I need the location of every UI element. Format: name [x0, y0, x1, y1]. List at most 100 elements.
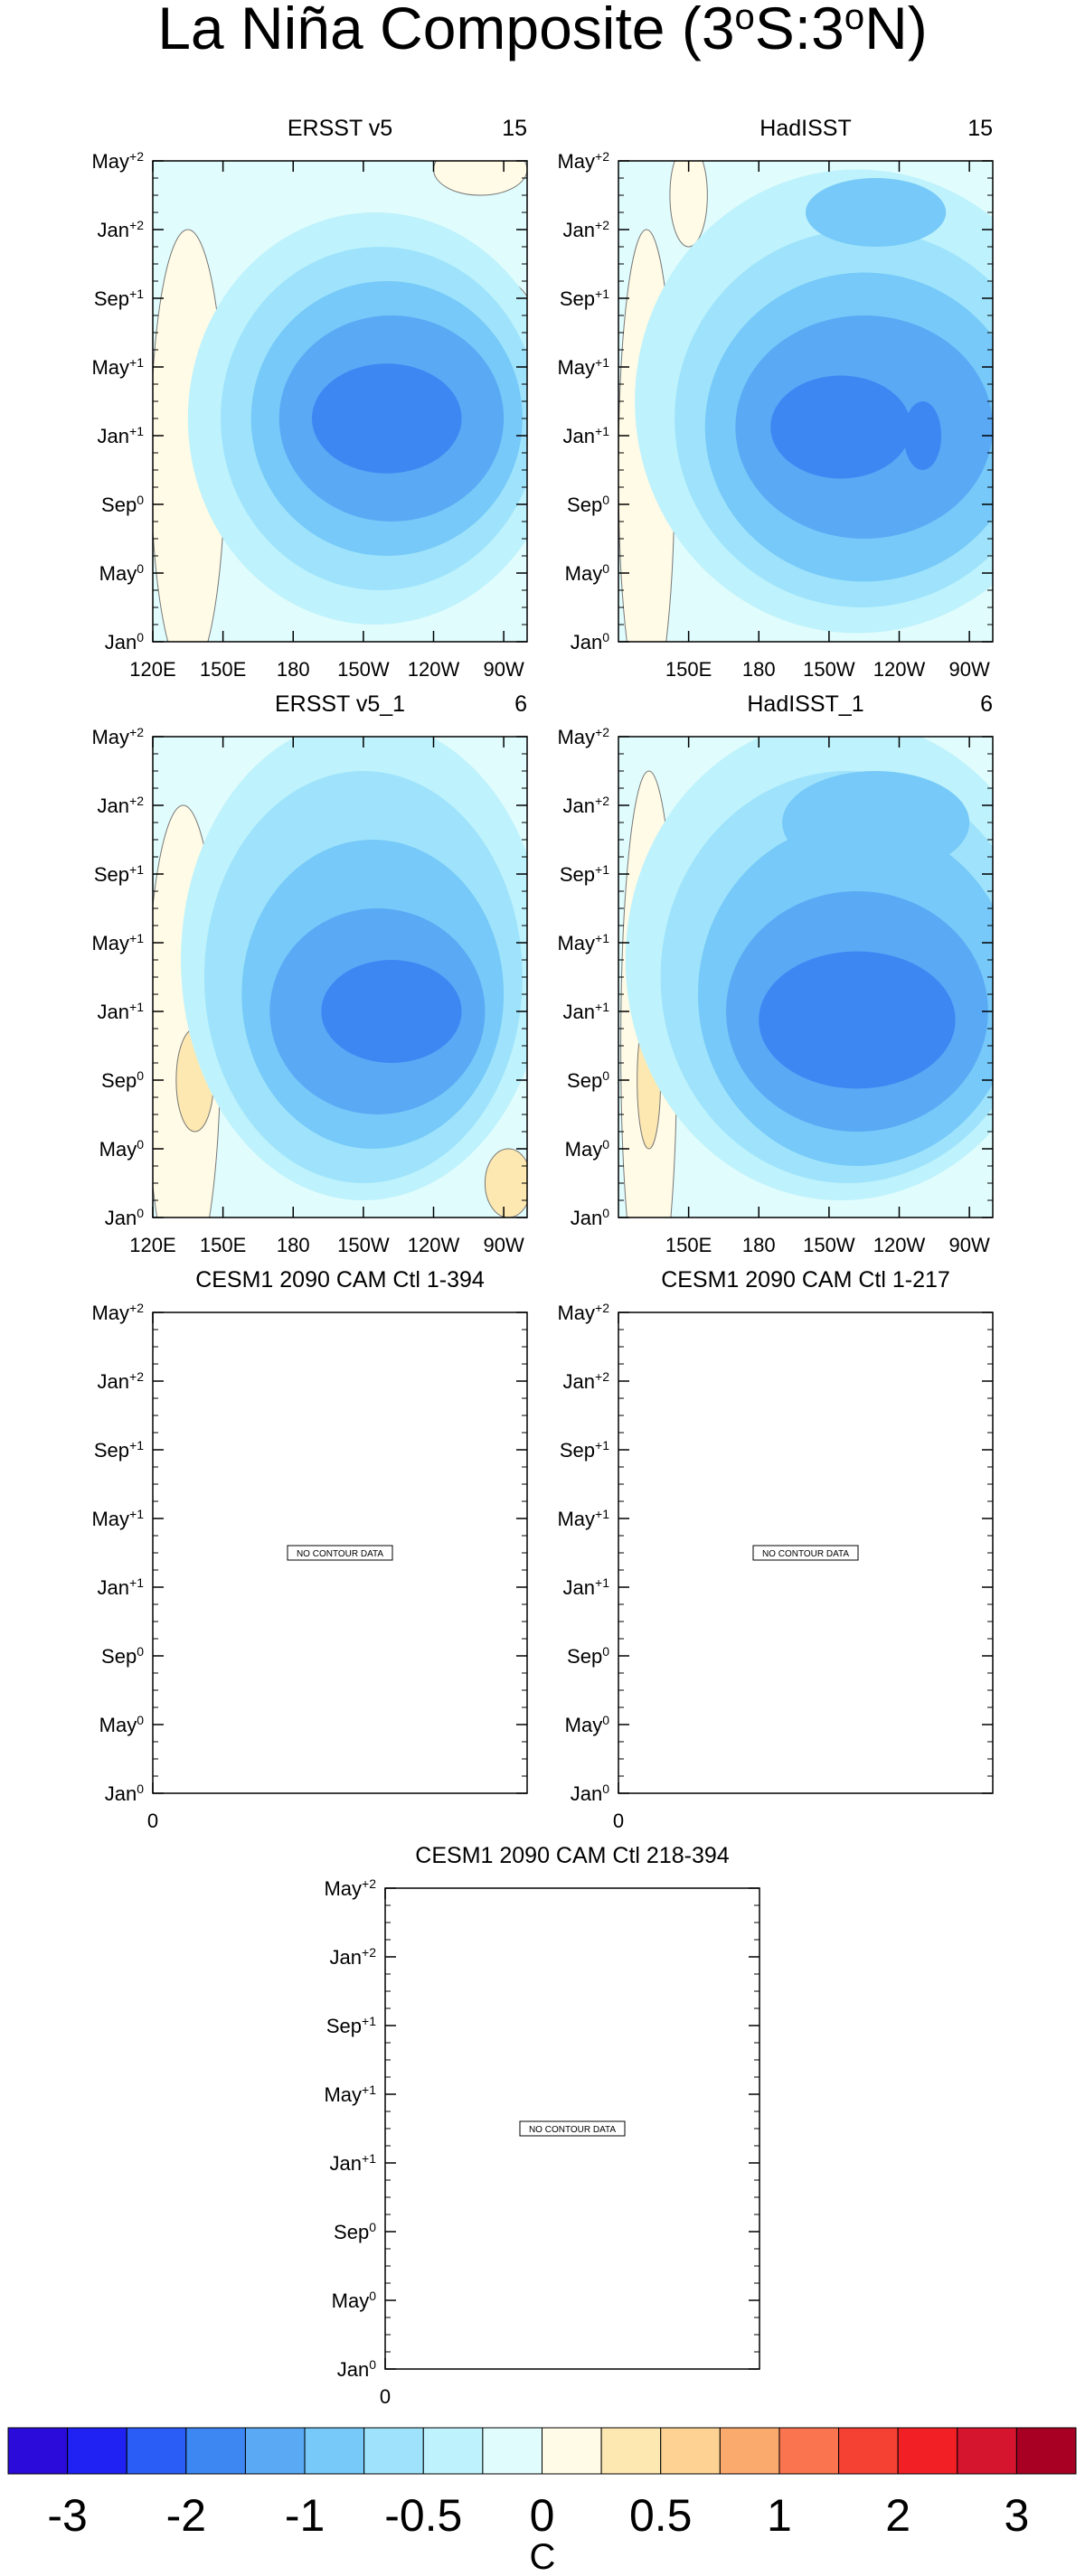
y-tick-label: Jan+2 — [563, 1369, 610, 1393]
y-tick-label-base: Sep — [334, 2221, 369, 2243]
y-tick-label: Jan0 — [571, 630, 609, 653]
y-tick-label-base: May — [332, 2289, 370, 2312]
y-tick-label: Sep+1 — [560, 287, 609, 310]
y-tick-label: Sep0 — [101, 1068, 144, 1092]
no-data-box — [752, 1545, 859, 1561]
colorbar-swatch — [363, 2427, 424, 2475]
y-tick-label: May0 — [565, 561, 610, 585]
y-tick-label-base: Jan — [98, 794, 129, 817]
y-tick-label-base: May — [557, 932, 595, 954]
y-tick-label-base: Jan — [563, 219, 595, 241]
y-tick-label-base: May — [324, 1877, 362, 1900]
y-tick-label: Sep0 — [567, 493, 609, 516]
no-data-label: NO CONTOUR DATA — [529, 2125, 616, 2135]
y-tick-label-base: Jan — [563, 425, 595, 447]
colorbar-swatch — [838, 2427, 899, 2475]
y-tick-label-base: Jan — [330, 2152, 362, 2175]
y-tick-label: Jan0 — [105, 1782, 144, 1805]
y-tick-label-sup: 0 — [137, 493, 144, 507]
y-tick-label-sup: +1 — [595, 931, 609, 945]
y-tick-label-base: May — [99, 1714, 137, 1736]
colorbar-swatch — [600, 2427, 662, 2475]
y-tick-label-base: Sep — [567, 1645, 602, 1668]
y-tick-label-base: May — [91, 356, 129, 379]
y-tick-label-sup: 0 — [602, 1782, 609, 1796]
x-tick-label: 150W — [803, 658, 855, 681]
y-tick-label: May+1 — [91, 1507, 144, 1530]
x-tick-label: 90W — [484, 1234, 524, 1256]
panel: HadISST 15Jan0May0Sep0Jan+1May+1Sep+1Jan+… — [557, 116, 994, 681]
y-tick-label-base: May — [565, 1714, 603, 1736]
y-tick-label-sup: +2 — [595, 725, 609, 739]
y-tick-label-base: Sep — [567, 1069, 602, 1092]
y-tick-label-base: Jan — [105, 1207, 137, 1229]
colorbar-swatch — [957, 2427, 1017, 2475]
y-tick-label: Sep+1 — [560, 1438, 609, 1462]
y-tick-label-base: Sep — [94, 1439, 129, 1462]
y-tick-label: May0 — [99, 1137, 145, 1161]
y-tick-label-sup: 0 — [369, 2357, 376, 2372]
x-tick-label: 150E — [665, 658, 712, 681]
y-tick-label: Jan+2 — [563, 218, 610, 241]
y-tick-label: Jan+2 — [98, 794, 145, 817]
y-tick-label-base: Jan — [563, 1001, 595, 1023]
y-tick-label-base: May — [324, 2083, 362, 2106]
y-tick-label: May+2 — [91, 149, 144, 173]
y-tick-label: Sep+1 — [94, 1438, 144, 1462]
y-tick-label-sup: 0 — [137, 630, 144, 644]
y-tick-label-base: Jan — [105, 631, 137, 653]
y-tick-label-sup: 0 — [369, 2220, 376, 2234]
colorbar-tick-label: -0.5 — [384, 2490, 462, 2541]
y-tick-label: May0 — [99, 1713, 145, 1736]
y-tick-label-sup: +2 — [595, 1301, 609, 1315]
colorbar-swatch — [422, 2427, 484, 2475]
y-tick-label-sup: 0 — [602, 1644, 609, 1659]
y-tick-label-base: May — [99, 1138, 137, 1161]
y-tick-label-base: May — [91, 1508, 129, 1530]
y-tick-label: Jan0 — [571, 1782, 609, 1805]
panel: ERSST v5_1 6Jan0May0Sep0Jan+1May+1Sep+1Ja… — [91, 691, 528, 1256]
y-tick-label: Sep+1 — [326, 2014, 376, 2037]
panel-title: CESM1 2090 CAM Ctl 1-217 — [661, 1267, 950, 1293]
y-tick-label: Jan+1 — [98, 424, 145, 447]
y-tick-label-base: Jan — [105, 1782, 137, 1805]
y-tick-label-base: Sep — [560, 1439, 595, 1462]
y-tick-label: Jan0 — [105, 630, 144, 653]
x-tick-label: 120E — [129, 1234, 175, 1256]
y-tick-label: Jan+1 — [98, 1000, 145, 1023]
y-tick-label-base: May — [91, 726, 129, 748]
y-tick-label-sup: +1 — [129, 931, 144, 945]
y-tick-label-sup: +2 — [362, 1945, 376, 1960]
y-tick-label-base: May — [557, 1508, 595, 1530]
y-tick-label-base: Sep — [560, 287, 595, 310]
y-tick-label-sup: 0 — [602, 561, 609, 576]
y-tick-label-base: May — [565, 1138, 603, 1161]
y-tick-label: May+1 — [91, 931, 144, 954]
y-tick-label-base: Jan — [98, 1001, 129, 1023]
x-tick-label: 0 — [380, 2385, 391, 2408]
contour-region — [903, 401, 942, 470]
y-tick-label: Jan0 — [571, 1206, 609, 1229]
colorbar-tick-label: -2 — [166, 2490, 206, 2541]
y-tick-label-base: May — [91, 1302, 129, 1324]
panel-title: HadISST_1 — [747, 691, 863, 717]
y-tick-label-sup: 0 — [602, 1068, 609, 1083]
no-data-box — [287, 1545, 393, 1561]
y-tick-label-sup: +2 — [129, 1301, 144, 1315]
panel: HadISST_1 6Jan0May0Sep0Jan+1May+1Sep+1Jan… — [557, 691, 994, 1256]
x-tick-label: 180 — [742, 1234, 776, 1256]
colorbar-tick-label: 0.5 — [629, 2490, 693, 2541]
contour-region — [311, 363, 462, 474]
colorbar-swatch — [542, 2427, 602, 2475]
panel: NO CONTOUR DATA CESM1 2090 CAM Ctl 1-394 J… — [91, 1267, 528, 1832]
y-tick-label: Sep0 — [334, 2220, 376, 2243]
colorbar-swatch — [660, 2427, 721, 2475]
y-tick-label: Sep0 — [567, 1068, 609, 1092]
y-tick-label-base: May — [557, 1302, 595, 1324]
y-tick-label-sup: +2 — [129, 218, 144, 232]
y-tick-label-base: May — [557, 356, 595, 379]
y-tick-label-base: May — [557, 726, 595, 748]
y-tick-label-sup: +1 — [362, 2014, 376, 2028]
colorbar-swatch — [778, 2427, 840, 2475]
y-tick-label: May0 — [99, 561, 145, 585]
